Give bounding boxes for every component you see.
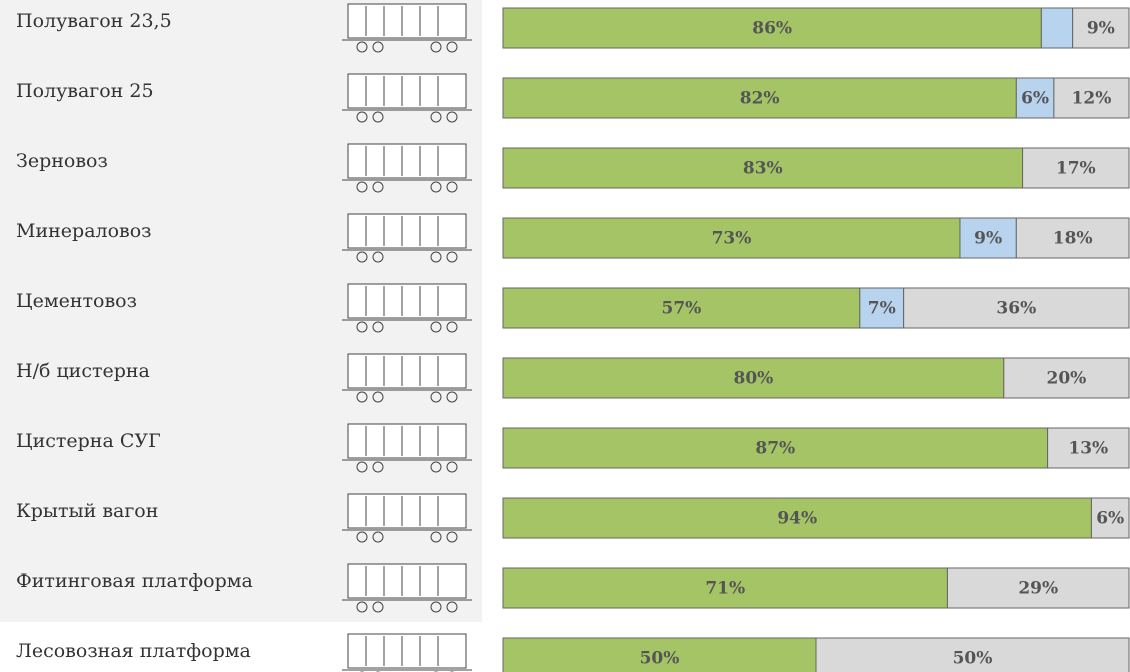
data-label: 7% xyxy=(868,299,896,319)
data-label: 82% xyxy=(740,89,780,109)
data-label: 20% xyxy=(1046,369,1086,389)
data-label: 36% xyxy=(996,299,1036,319)
row-label: Фитинговая платформа xyxy=(16,570,253,592)
data-label: 6% xyxy=(1021,89,1049,109)
data-label: 9% xyxy=(974,229,1002,249)
row-label: Цистерна СУГ xyxy=(16,430,161,452)
data-label: 71% xyxy=(705,579,745,599)
data-label: 94% xyxy=(777,509,817,529)
data-label: 18% xyxy=(1053,229,1093,249)
chart: Полувагон 23,5 86% 9% Полувагон 25 82% 6% 12% З… xyxy=(0,0,1130,672)
bar-segment xyxy=(1041,8,1072,48)
row-label: Полувагон 25 xyxy=(16,80,154,102)
data-label: 80% xyxy=(733,369,773,389)
row-label: Минераловоз xyxy=(16,220,152,242)
data-label: 6% xyxy=(1096,509,1124,529)
data-label: 87% xyxy=(755,439,795,459)
row-label: Зерновоз xyxy=(16,150,108,172)
data-label: 73% xyxy=(712,229,752,249)
row-label: Н/б цистерна xyxy=(16,360,150,382)
row-label: Крытый вагон xyxy=(16,500,158,522)
data-label: 13% xyxy=(1068,439,1108,459)
wagon-icon xyxy=(342,634,472,672)
data-label: 57% xyxy=(662,299,702,319)
data-label: 86% xyxy=(752,19,792,39)
data-label: 9% xyxy=(1087,19,1115,39)
row-label: Лесовозная платформа xyxy=(16,640,251,662)
data-label: 29% xyxy=(1018,579,1058,599)
row-label: Цементовоз xyxy=(16,290,137,312)
data-label: 50% xyxy=(640,649,680,669)
data-label: 83% xyxy=(743,159,783,179)
data-label: 17% xyxy=(1056,159,1096,179)
data-label: 12% xyxy=(1072,89,1112,109)
data-label: 50% xyxy=(953,649,993,669)
row-label: Полувагон 23,5 xyxy=(16,10,172,32)
